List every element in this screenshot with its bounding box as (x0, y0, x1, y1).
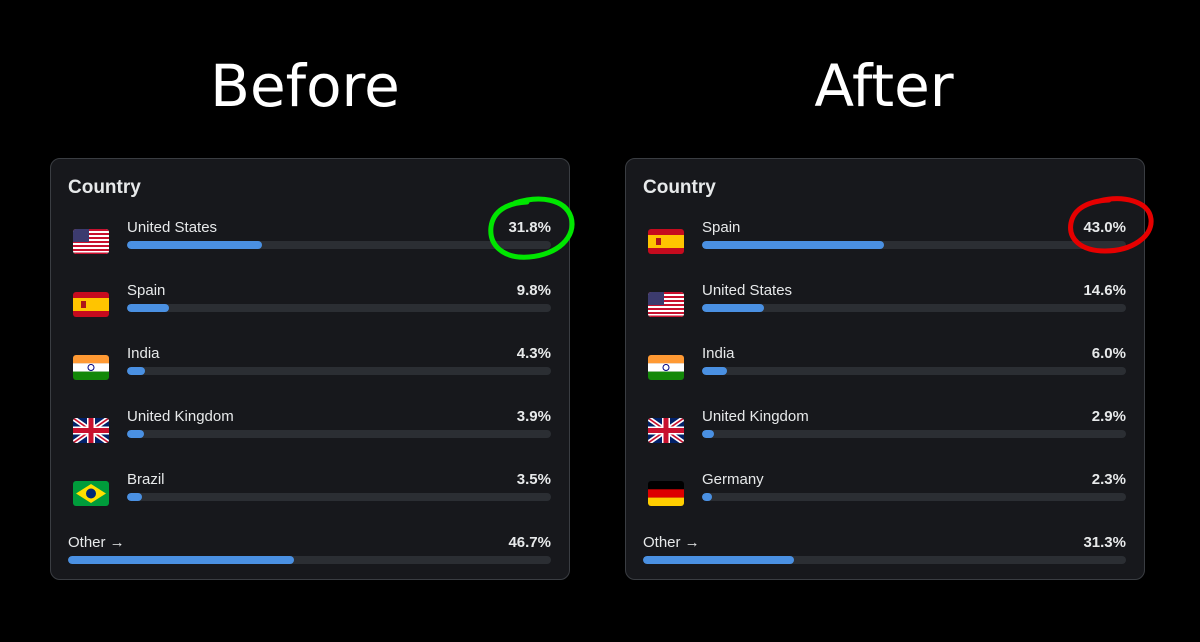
country-row[interactable]: Brazil 3.5% (51, 471, 569, 521)
progress-fill (702, 304, 764, 312)
progress-fill (127, 241, 262, 249)
country-label: United Kingdom (127, 408, 234, 425)
country-panel-after: Country Spain 43.0% United States 14.6% … (625, 158, 1145, 580)
progress-track (68, 556, 551, 564)
country-label: United States (702, 282, 793, 299)
country-label: United States (127, 219, 218, 236)
progress-track (702, 367, 1126, 375)
country-percent: 4.3% (516, 345, 551, 362)
progress-fill (127, 430, 144, 438)
country-row[interactable]: United States 14.6% (626, 282, 1144, 332)
progress-track (702, 241, 1126, 249)
progress-track (702, 493, 1126, 501)
progress-track (643, 556, 1126, 564)
country-percent: 2.3% (1091, 471, 1126, 488)
progress-track (127, 304, 551, 312)
uk-flag-icon (648, 418, 684, 443)
after-heading: After (814, 52, 954, 120)
country-label: India (127, 345, 160, 362)
country-label: United Kingdom (702, 408, 809, 425)
country-label: India (702, 345, 735, 362)
country-row[interactable]: United Kingdom 2.9% (626, 408, 1144, 458)
spain-flag-icon (648, 229, 684, 254)
country-percent: 6.0% (1091, 345, 1126, 362)
country-percent: 3.9% (516, 408, 551, 425)
progress-track (127, 241, 551, 249)
other-label: Other → (68, 534, 125, 551)
uk-flag-icon (73, 418, 109, 443)
progress-track (127, 430, 551, 438)
other-link[interactable]: Other → 31.3% (626, 534, 1144, 584)
progress-fill (702, 241, 885, 249)
highlight-circle-red (1068, 196, 1154, 254)
country-row[interactable]: Spain 43.0% (626, 219, 1144, 269)
other-link[interactable]: Other → 46.7% (51, 534, 569, 584)
india-flag-icon (648, 355, 684, 380)
country-label: Spain (702, 219, 741, 236)
country-percent: 14.6% (1083, 282, 1126, 299)
progress-track (127, 367, 551, 375)
progress-fill (643, 556, 795, 564)
progress-fill (702, 430, 715, 438)
before-heading: Before (210, 52, 400, 120)
country-label: Spain (127, 282, 166, 299)
progress-fill (68, 556, 294, 564)
country-percent: 43.0% (1083, 219, 1126, 236)
country-row[interactable]: United Kingdom 3.9% (51, 408, 569, 458)
country-percent: 31.8% (508, 219, 551, 236)
country-row[interactable]: Spain 9.8% (51, 282, 569, 332)
highlight-circle-green (488, 196, 575, 260)
country-percent: 3.5% (516, 471, 551, 488)
country-row[interactable]: India 6.0% (626, 345, 1144, 395)
other-percent: 31.3% (1083, 534, 1126, 551)
country-label: Brazil (127, 471, 165, 488)
country-label: Germany (702, 471, 764, 488)
panel-title: Country (68, 177, 141, 198)
other-percent: 46.7% (508, 534, 551, 551)
progress-fill (702, 367, 728, 375)
brazil-flag-icon (73, 481, 109, 506)
progress-track (702, 304, 1126, 312)
progress-fill (127, 367, 146, 375)
progress-fill (127, 493, 142, 501)
spain-flag-icon (73, 292, 109, 317)
country-percent: 9.8% (516, 282, 551, 299)
country-row[interactable]: Germany 2.3% (626, 471, 1144, 521)
progress-fill (702, 493, 712, 501)
us-flag-icon (648, 292, 684, 317)
country-percent: 2.9% (1091, 408, 1126, 425)
progress-track (127, 493, 551, 501)
india-flag-icon (73, 355, 109, 380)
other-label: Other → (643, 534, 700, 551)
panel-title: Country (643, 177, 716, 198)
progress-track (702, 430, 1126, 438)
country-row[interactable]: India 4.3% (51, 345, 569, 395)
germany-flag-icon (648, 481, 684, 506)
progress-fill (127, 304, 169, 312)
country-row[interactable]: United States 31.8% (51, 219, 569, 269)
country-panel-before: Country United States 31.8% Spain 9.8% I… (50, 158, 570, 580)
us-flag-icon (73, 229, 109, 254)
